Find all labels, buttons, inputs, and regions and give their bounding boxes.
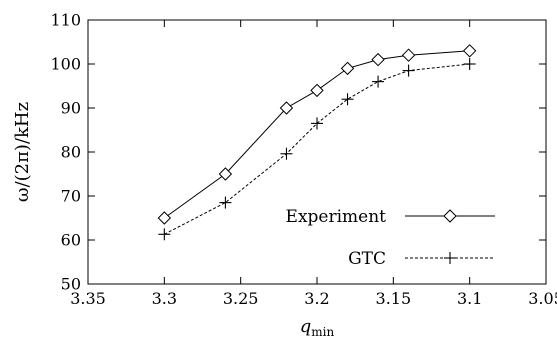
x-axis-label: qmin [300,316,335,339]
x-tick-label: 3.25 [223,289,259,308]
y-tick-label: 100 [50,55,81,74]
data-point-plus [372,75,385,88]
y-tick-label: 90 [61,99,81,118]
plot-frame [87,19,547,285]
x-axis-label-main: q [300,316,312,337]
data-point-plus [341,93,354,106]
y-tick-label: 80 [61,143,81,162]
x-tick-label: 3.2 [304,289,329,308]
legend-marker-diamond [443,209,457,223]
data-point-plus [463,58,476,70]
axis-ticks: 3.35 3.3 3.25 3.2 3.15 3.1 3.05 50 60 70 80 90 100 11… [50,11,557,309]
y-axis-label: ω/(2π)/kHz [12,102,33,202]
data-point-diamond [218,167,233,181]
data-point-plus [219,196,232,209]
data-point-diamond [462,44,477,58]
data-point-diamond [401,48,416,62]
y-tick-label: 110 [50,11,81,30]
x-axis-label-subscript: min [311,325,334,339]
x-tick-label: 3.05 [528,289,557,308]
data-point-diamond [157,211,172,225]
data-point-diamond [279,101,294,115]
data-point-diamond [371,52,385,67]
series-line-diamond [164,50,470,219]
y-tick-label: 50 [61,275,81,294]
data-point-plus [311,117,323,130]
x-tick-label: 3.1 [457,289,482,308]
legend-marker-plus [444,252,456,264]
data-point-diamond [310,83,324,98]
y-tick-label: 70 [61,187,81,206]
data-point-diamond [340,61,355,76]
x-tick-label: 3.3 [152,289,177,308]
series-layer [157,44,477,241]
y-tick-label: 60 [61,231,81,250]
legend: Experiment GTC [286,207,495,269]
data-point-plus [280,147,293,160]
x-tick-label: 3.15 [376,289,412,308]
legend-label: GTC [348,249,386,269]
series-line-plus [164,63,470,235]
legend-label: Experiment [286,207,387,227]
data-point-plus [158,228,171,241]
data-point-plus [402,64,415,77]
x-tick-label: 3.35 [70,289,106,308]
